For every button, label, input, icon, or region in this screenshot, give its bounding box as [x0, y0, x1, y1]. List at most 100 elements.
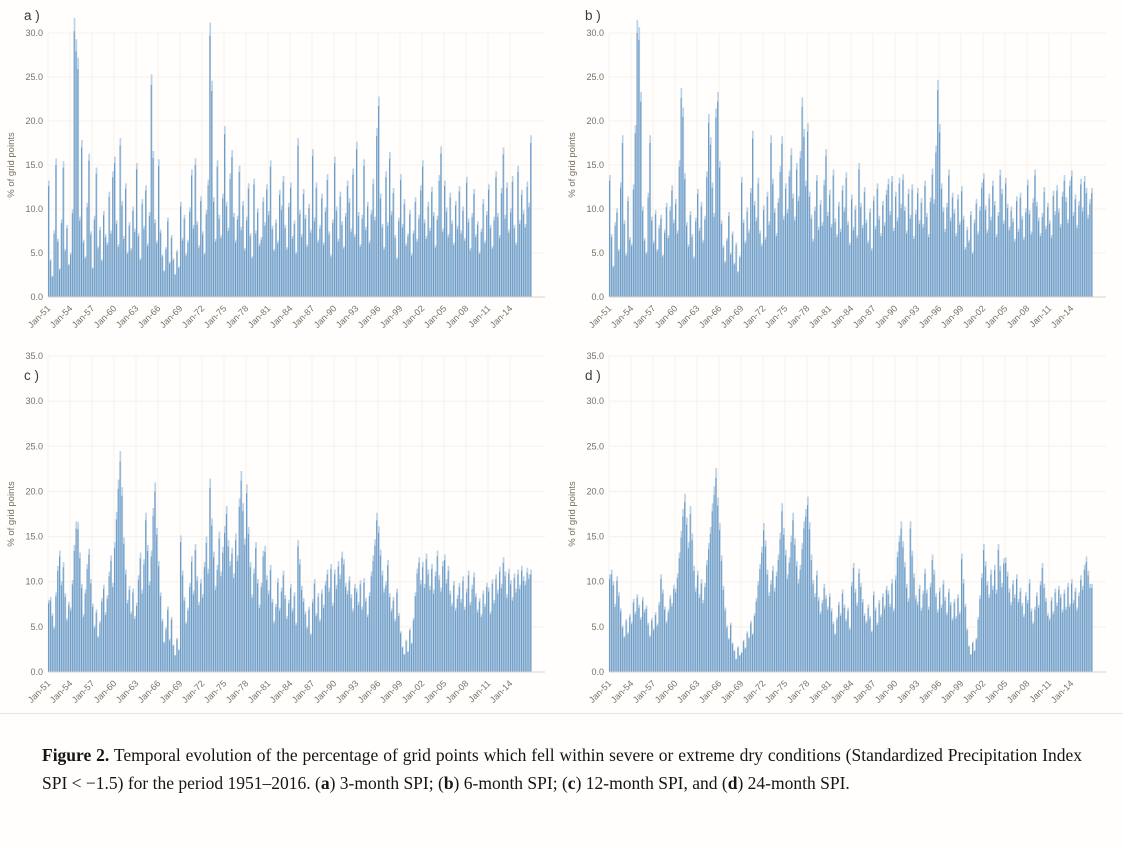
svg-text:Jan-60: Jan-60: [653, 303, 680, 330]
svg-text:Jan-54: Jan-54: [609, 678, 636, 705]
svg-text:% of grid points: % of grid points: [6, 481, 17, 547]
svg-text:Jan-63: Jan-63: [675, 678, 702, 705]
chart-c-plot: 0.05.010.015.020.025.030.035.0Jan-51Jan-…: [6, 352, 545, 705]
svg-text:Jan-08: Jan-08: [444, 303, 471, 330]
svg-text:Jan-51: Jan-51: [587, 678, 614, 705]
svg-text:20.0: 20.0: [25, 116, 43, 126]
caption-segment: b: [443, 772, 454, 793]
svg-text:20.0: 20.0: [586, 116, 604, 126]
svg-text:Jan-54: Jan-54: [48, 303, 75, 330]
caption-segment: c: [567, 772, 576, 793]
svg-text:Jan-93: Jan-93: [895, 678, 922, 705]
caption-segment: ) 6-month SPI; (: [453, 772, 568, 793]
figure-caption-divider: [0, 713, 1123, 714]
svg-text:Jan-63: Jan-63: [114, 678, 141, 705]
svg-text:Jan-93: Jan-93: [334, 678, 361, 705]
svg-text:Jan-78: Jan-78: [785, 678, 812, 705]
svg-text:Jan-81: Jan-81: [246, 303, 273, 330]
caption-segment: Figure 2.: [42, 745, 110, 765]
svg-text:Jan-14: Jan-14: [488, 678, 515, 705]
chart-b-plot: 0.05.010.015.020.025.030.0Jan-51Jan-54Ja…: [567, 19, 1106, 330]
svg-text:25.0: 25.0: [25, 72, 43, 82]
svg-text:Jan-75: Jan-75: [202, 303, 229, 330]
svg-text:Jan-90: Jan-90: [312, 678, 339, 705]
svg-text:0.0: 0.0: [591, 292, 604, 302]
svg-text:Jan-11: Jan-11: [466, 678, 492, 704]
svg-text:Jan-02: Jan-02: [400, 678, 427, 705]
svg-text:Jan-96: Jan-96: [917, 303, 944, 330]
svg-text:Jan-78: Jan-78: [224, 303, 251, 330]
svg-text:Jan-81: Jan-81: [246, 678, 273, 705]
panel-c-label: c ): [24, 368, 39, 383]
panel-b-label: b ): [585, 8, 601, 23]
svg-text:25.0: 25.0: [586, 72, 604, 82]
svg-text:10.0: 10.0: [586, 577, 604, 587]
svg-text:Jan-99: Jan-99: [939, 303, 966, 330]
svg-text:Jan-75: Jan-75: [763, 678, 790, 705]
caption-segment: Temporal evolution of the percentage of …: [42, 745, 1082, 793]
svg-text:Jan-87: Jan-87: [851, 678, 878, 705]
svg-text:Jan-84: Jan-84: [829, 678, 856, 705]
svg-text:Jan-69: Jan-69: [158, 303, 185, 330]
svg-text:% of grid points: % of grid points: [567, 481, 578, 547]
svg-text:Jan-69: Jan-69: [719, 678, 746, 705]
svg-text:Jan-02: Jan-02: [961, 303, 988, 330]
chart-d-plot: 0.05.010.015.020.025.030.035.0Jan-51Jan-…: [567, 352, 1106, 705]
svg-text:Jan-72: Jan-72: [741, 678, 768, 705]
caption-segment: d: [727, 772, 738, 793]
svg-text:20.0: 20.0: [586, 486, 604, 496]
svg-text:10.0: 10.0: [586, 204, 604, 214]
svg-text:30.0: 30.0: [25, 28, 43, 38]
caption-segment: ) 24-month SPI.: [737, 772, 850, 793]
caption-segment: ) 12-month SPI, and (: [575, 772, 728, 793]
svg-text:10.0: 10.0: [25, 204, 43, 214]
panel-d: d ) 0.0 5.0 10.0 15.0 20.0 25.0 30.0 35.0 Jan-51…: [561, 352, 1123, 713]
svg-text:Jan-84: Jan-84: [268, 303, 295, 330]
svg-text:35.0: 35.0: [586, 352, 604, 361]
svg-text:Jan-87: Jan-87: [290, 303, 317, 330]
caption-segment: ) 3-month SPI; (: [329, 772, 444, 793]
svg-text:Jan-57: Jan-57: [631, 678, 658, 705]
panel-b: b ) 0.0 5.0 10.0 15.0 20.0 25.0 30.0 Jan-51 Jan-…: [561, 0, 1123, 352]
svg-text:Jan-05: Jan-05: [422, 303, 449, 330]
svg-text:25.0: 25.0: [586, 441, 604, 451]
svg-text:30.0: 30.0: [586, 396, 604, 406]
svg-text:Jan-66: Jan-66: [697, 303, 724, 330]
svg-text:Jan-84: Jan-84: [268, 678, 295, 705]
svg-text:20.0: 20.0: [25, 486, 43, 496]
svg-text:30.0: 30.0: [586, 28, 604, 38]
svg-text:15.0: 15.0: [25, 532, 43, 542]
panel-a-label: a ): [24, 8, 40, 23]
svg-text:Jan-14: Jan-14: [488, 303, 515, 330]
svg-text:Jan-99: Jan-99: [378, 678, 405, 705]
svg-text:Jan-57: Jan-57: [631, 303, 658, 330]
svg-text:35.0: 35.0: [25, 352, 43, 361]
svg-text:Jan-11: Jan-11: [1027, 303, 1053, 329]
svg-text:Jan-63: Jan-63: [114, 303, 141, 330]
svg-text:15.0: 15.0: [586, 532, 604, 542]
svg-text:Jan-05: Jan-05: [983, 678, 1010, 705]
svg-text:Jan-90: Jan-90: [873, 303, 900, 330]
svg-text:Jan-57: Jan-57: [70, 678, 97, 705]
svg-text:Jan-72: Jan-72: [180, 678, 207, 705]
svg-text:Jan-87: Jan-87: [290, 678, 317, 705]
svg-text:Jan-02: Jan-02: [961, 678, 988, 705]
svg-text:Jan-66: Jan-66: [697, 678, 724, 705]
svg-text:Jan-75: Jan-75: [763, 303, 790, 330]
svg-text:15.0: 15.0: [586, 160, 604, 170]
svg-text:5.0: 5.0: [30, 248, 43, 258]
svg-text:Jan-96: Jan-96: [356, 678, 383, 705]
svg-text:Jan-51: Jan-51: [26, 303, 53, 330]
svg-text:Jan-51: Jan-51: [587, 303, 614, 330]
svg-text:5.0: 5.0: [30, 622, 43, 632]
svg-text:Jan-02: Jan-02: [400, 303, 427, 330]
svg-text:5.0: 5.0: [591, 622, 604, 632]
figure-caption: Figure 2. Temporal evolution of the perc…: [42, 742, 1082, 797]
svg-text:Jan-54: Jan-54: [48, 678, 75, 705]
svg-text:Jan-69: Jan-69: [158, 678, 185, 705]
svg-text:Jan-90: Jan-90: [312, 303, 339, 330]
svg-text:Jan-11: Jan-11: [1027, 678, 1053, 704]
svg-text:% of grid points: % of grid points: [6, 132, 17, 198]
svg-text:Jan-66: Jan-66: [136, 303, 163, 330]
